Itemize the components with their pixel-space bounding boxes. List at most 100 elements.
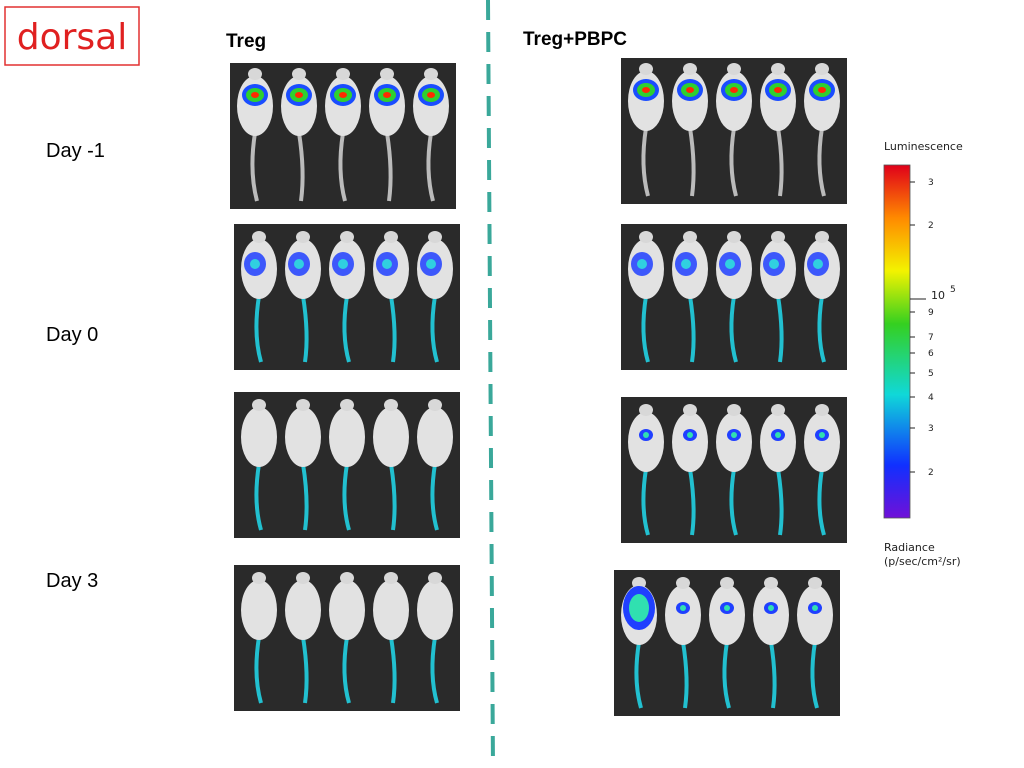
mouse-head <box>727 404 741 416</box>
signal <box>629 594 649 622</box>
mouse-head <box>771 231 785 243</box>
signal <box>426 259 436 269</box>
signal <box>687 432 693 438</box>
mouse-tail <box>301 463 309 531</box>
mouse-tail <box>810 641 819 709</box>
colorbar-tick-label: 3 <box>928 424 934 434</box>
mouse-body <box>709 585 745 645</box>
signal <box>769 259 779 269</box>
signal <box>295 92 303 98</box>
signal <box>680 605 686 611</box>
mouse-head <box>340 231 354 243</box>
mouse-head <box>252 231 266 243</box>
mouse-tail <box>776 127 784 197</box>
mouse-tail <box>389 463 397 531</box>
mouse-tail <box>817 295 826 363</box>
mouse-head <box>296 572 310 584</box>
mouse-body <box>753 585 789 645</box>
image-panel <box>621 224 847 370</box>
mouse-head <box>384 572 398 584</box>
signal <box>250 259 260 269</box>
mouse-tail <box>769 641 777 709</box>
image-panel <box>614 570 840 716</box>
mouse-head <box>632 577 646 589</box>
mouse-tail <box>426 132 435 202</box>
day-label: Day -1 <box>46 140 105 162</box>
mouse-tail <box>641 127 650 197</box>
mouse-tail <box>729 295 738 363</box>
mouse-body <box>672 412 708 472</box>
signal <box>731 432 737 438</box>
image-panel <box>230 63 456 209</box>
mouse-body <box>665 585 701 645</box>
colorbar-exponent: 5 <box>950 285 956 295</box>
colorbar-title: Luminescence <box>884 140 963 153</box>
mouse-tail <box>817 468 826 536</box>
mouse-tail <box>389 636 397 704</box>
mouse-head <box>815 231 829 243</box>
signal <box>642 87 650 93</box>
colorbar-tick-label: 5 <box>928 369 934 379</box>
mouse-tail <box>430 463 439 531</box>
image-panels <box>230 58 847 716</box>
title-box <box>4 6 140 66</box>
signal <box>251 92 259 98</box>
colorbar <box>883 164 911 519</box>
colorbar-ticks <box>910 181 926 473</box>
mouse-head <box>727 63 741 75</box>
mouse-tail <box>254 636 263 704</box>
mouse-tail <box>722 641 731 709</box>
signal <box>686 87 694 93</box>
colorbar-tick-label: 9 <box>928 308 934 318</box>
signal <box>768 605 774 611</box>
mouse-head <box>683 404 697 416</box>
group-label: Treg+PBPC <box>523 29 627 50</box>
mouse-tail <box>641 468 650 536</box>
mouse-head <box>296 231 310 243</box>
mouse-head <box>428 231 442 243</box>
mouse-head <box>815 404 829 416</box>
mouse-head <box>727 231 741 243</box>
mouse-tail <box>301 295 309 363</box>
mouse-body <box>285 580 321 640</box>
image-panel <box>234 224 460 370</box>
mouse-tail <box>297 132 305 202</box>
mouse-body <box>797 585 833 645</box>
colorbar-unit-name: Radiance <box>884 541 935 554</box>
mouse-body <box>241 407 277 467</box>
mouse-tail <box>729 127 738 197</box>
mouse-body <box>241 580 277 640</box>
mouse-head <box>771 63 785 75</box>
signal <box>643 432 649 438</box>
mouse-tail <box>641 295 650 363</box>
mouse-body <box>329 407 365 467</box>
mouse-tail <box>254 463 263 531</box>
mouse-tail <box>385 132 393 202</box>
signal <box>818 87 826 93</box>
colorbar-tick-label: 4 <box>928 393 934 403</box>
colorbar-exponent-base: 10 <box>931 289 945 302</box>
mouse-tail <box>776 295 784 363</box>
signal <box>338 259 348 269</box>
signal <box>775 432 781 438</box>
mouse-head <box>248 68 262 80</box>
mouse-tail <box>430 295 439 363</box>
mouse-head <box>683 231 697 243</box>
mouse-head <box>380 68 394 80</box>
colorbar-tick-label: 2 <box>928 468 934 478</box>
mouse-head <box>764 577 778 589</box>
mouse-tail <box>688 468 696 536</box>
mouse-head <box>683 63 697 75</box>
mouse-tail <box>254 295 263 363</box>
mouse-tail <box>342 636 351 704</box>
colorbar-tick-label: 7 <box>928 333 934 343</box>
mouse-body <box>804 412 840 472</box>
mouse-head <box>639 63 653 75</box>
mouse-body <box>373 407 409 467</box>
mouse-head <box>336 68 350 80</box>
image-panel <box>621 397 847 543</box>
mouse-head <box>771 404 785 416</box>
signal <box>724 605 730 611</box>
mouse-head <box>639 231 653 243</box>
